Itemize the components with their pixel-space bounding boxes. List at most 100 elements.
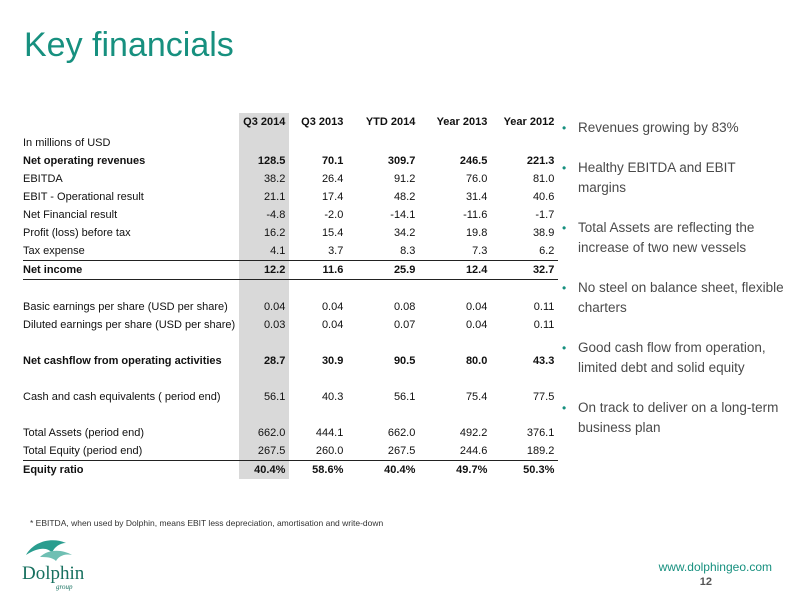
cell: 76.0 — [465, 173, 488, 185]
cell: 0.11 — [533, 319, 555, 331]
cell: 40.3 — [321, 391, 344, 403]
table-header-cell: Q3 2013 — [301, 116, 344, 128]
cell: -11.6 — [463, 209, 488, 221]
cell: 43.3 — [532, 355, 555, 367]
cell: 58.6% — [312, 464, 344, 476]
cell: 31.4 — [465, 191, 488, 203]
spacer-row — [23, 279, 558, 298]
row-label: Total Equity (period end) — [23, 442, 240, 461]
cell: 28.7 — [239, 352, 290, 370]
table-row: Cash and cash equivalents ( period end) … — [23, 388, 558, 406]
table-row: EBITDA 38.2 26.4 91.2 76.0 81.0 — [23, 170, 558, 188]
bullet-text: Good cash flow from operation, limited d… — [578, 340, 766, 375]
cell: 309.7 — [387, 155, 416, 167]
unit-label: In millions of USD — [23, 137, 111, 149]
cell: 0.04 — [239, 298, 290, 316]
cell: -1.7 — [535, 209, 555, 221]
bullet-text: On track to deliver on a long-term busin… — [578, 400, 779, 435]
cell: 189.2 — [491, 442, 559, 461]
list-item: • No steel on balance sheet, flexible cha… — [562, 278, 787, 318]
highlights-list: • Revenues growing by 83% • Healthy EBITDA… — [562, 118, 787, 458]
cell: 492.2 — [459, 427, 488, 439]
row-label: Basic earnings per share (USD per share) — [23, 301, 228, 313]
cell: 444.1 — [315, 427, 344, 439]
logo-subtext: group — [56, 583, 73, 591]
cell: 91.2 — [393, 173, 416, 185]
cell: 38.2 — [239, 170, 290, 188]
spacer-row — [23, 370, 558, 388]
row-label: Cash and cash equivalents ( period end) — [23, 391, 221, 403]
row-label: Net income — [23, 260, 240, 280]
cell: 81.0 — [532, 173, 555, 185]
cell: 80.0 — [465, 355, 488, 367]
table-row: Net Financial result -4.8 -2.0 -14.1 -11… — [23, 206, 558, 224]
logo-wordmark: Dolphin — [22, 563, 85, 584]
cell: 16.2 — [239, 224, 290, 242]
cell: 30.9 — [321, 355, 344, 367]
cell: 0.11 — [533, 301, 555, 313]
cell: 244.6 — [419, 442, 492, 461]
bullet-icon: • — [562, 401, 567, 415]
website-link[interactable]: www.dolphingeo.com — [658, 560, 772, 574]
financials-table: Q3 2014 Q3 2013 YTD 2014 Year 2013 Year … — [23, 113, 559, 479]
cell: 376.1 — [526, 427, 555, 439]
page-number: 12 — [699, 576, 712, 588]
cell: 12.4 — [419, 260, 492, 280]
cell: 38.9 — [532, 227, 555, 239]
list-item: • Healthy EBITDA and EBIT margins — [562, 158, 787, 198]
list-item: • Total Assets are reflecting the increas… — [562, 218, 787, 258]
table-header-cell: Year 2013 — [436, 116, 488, 128]
table-row: Basic earnings per share (USD per share)… — [23, 298, 558, 316]
dolphin-logo: Dolphin group — [22, 540, 85, 591]
table-header-cell: Year 2012 — [503, 116, 555, 128]
bullet-text: Total Assets are reflecting the increase… — [578, 220, 755, 255]
cell: 662.0 — [239, 424, 290, 442]
cell: -2.0 — [324, 209, 344, 221]
cell: -4.8 — [239, 206, 290, 224]
bullet-text: Healthy EBITDA and EBIT margins — [578, 160, 736, 195]
cell: 246.5 — [459, 155, 488, 167]
cell: 6.2 — [491, 242, 559, 261]
cell: 40.4% — [239, 460, 290, 479]
table-row: Total Assets (period end) 662.0 444.1 66… — [23, 424, 558, 442]
cell: 260.0 — [289, 442, 348, 461]
cell: 48.2 — [393, 191, 416, 203]
footnote: * EBITDA, when used by Dolphin, means EB… — [30, 518, 384, 528]
cell: 128.5 — [239, 152, 290, 170]
list-item: • Revenues growing by 83% — [562, 118, 787, 138]
cell: 0.03 — [239, 316, 290, 334]
cell: 15.4 — [321, 227, 344, 239]
cell: 267.5 — [347, 442, 420, 461]
cell: 0.04 — [321, 301, 344, 313]
table-header-row: Q3 2014 Q3 2013 YTD 2014 Year 2013 Year … — [23, 113, 558, 134]
cell: 49.7% — [456, 464, 488, 476]
bullet-icon: • — [562, 341, 567, 355]
cell: 11.6 — [289, 260, 348, 280]
table-row: Tax expense 4.1 3.7 8.3 7.3 6.2 — [23, 242, 559, 261]
cell: 7.3 — [419, 242, 492, 261]
cell: 40.6 — [532, 191, 555, 203]
row-label: Net Financial result — [23, 209, 118, 221]
table-row: Net operating revenues 128.5 70.1 309.7 … — [23, 152, 558, 170]
row-label: Tax expense — [23, 242, 240, 261]
cell: 50.3% — [523, 464, 555, 476]
cell: 17.4 — [321, 191, 344, 203]
unit-row: In millions of USD — [23, 134, 558, 152]
cell: 56.1 — [239, 388, 290, 406]
row-label: Total Assets (period end) — [23, 427, 145, 439]
cell: 34.2 — [393, 227, 416, 239]
cell: 662.0 — [387, 427, 416, 439]
cell: 70.1 — [321, 155, 344, 167]
bullet-icon: • — [562, 281, 567, 295]
list-item: • Good cash flow from operation, limited … — [562, 338, 787, 378]
cell: 90.5 — [393, 355, 416, 367]
cell: 12.2 — [239, 260, 290, 280]
row-label: EBITDA — [23, 173, 63, 185]
cell: 0.08 — [393, 301, 416, 313]
table-row: Equity ratio 40.4% 58.6% 40.4% 49.7% 50.… — [23, 460, 558, 479]
cell: 8.3 — [347, 242, 420, 261]
spacer-row — [23, 406, 558, 424]
table-header-cell: YTD 2014 — [365, 116, 416, 128]
cell: 0.04 — [465, 319, 488, 331]
cell: -14.1 — [390, 209, 416, 221]
